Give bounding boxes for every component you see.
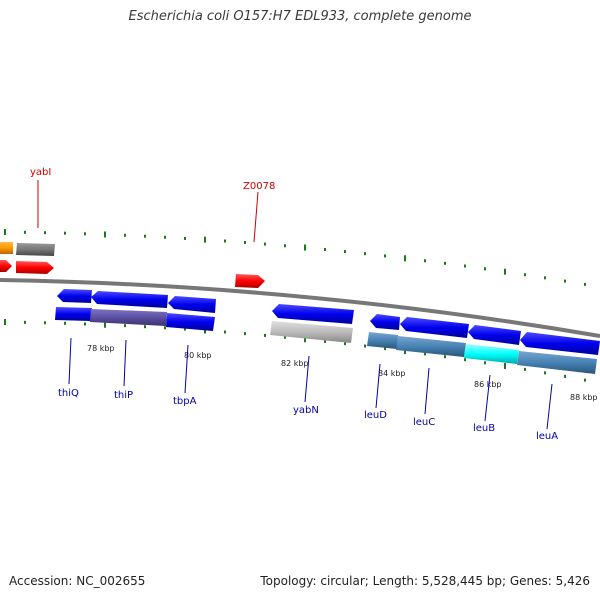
reverse-gene-arrow	[168, 296, 216, 313]
kbp-labels: 78 kbp 80 kbp 82 kbp 84 kbp 86 kbp 88 kb…	[87, 344, 598, 402]
cog-purple-segment	[90, 309, 167, 326]
reverse-gene-arrow	[520, 332, 600, 355]
gene-label-leuB: leuB	[473, 423, 495, 434]
gene-labels: yabI Z0078 thiQ thiP tbpA yabN leuD leuC…	[30, 167, 558, 442]
cog-cyan-segment	[464, 344, 519, 364]
genome-summary-text: Topology: circular; Length: 5,528,445 bp…	[260, 574, 590, 588]
kbp-label: 80 kbp	[184, 351, 212, 360]
kbp-label: 82 kbp	[281, 359, 309, 368]
cog-track-upper	[0, 242, 55, 256]
forward-genes	[0, 260, 265, 288]
forward-gene-arrow	[0, 260, 12, 272]
gene-label-yabN: yabN	[293, 405, 319, 416]
forward-gene-arrow	[235, 274, 265, 288]
label-leaders	[37, 180, 553, 430]
reverse-gene-arrow	[370, 314, 400, 330]
cog-steel-segment	[517, 351, 597, 374]
gene-label-leuA: leuA	[536, 431, 558, 442]
reverse-gene-arrow	[468, 325, 521, 345]
map-title: Escherichia coli O157:H7 EDL933, complet…	[128, 9, 472, 24]
genome-backbone	[0, 278, 600, 338]
cog-orange-segment	[0, 242, 13, 254]
cog-steel-segment	[396, 336, 466, 357]
gene-label-yabI: yabI	[30, 167, 51, 178]
reverse-gene-arrow	[272, 304, 354, 324]
kbp-label: 86 kbp	[474, 380, 502, 389]
reverse-gene-arrow	[400, 317, 469, 338]
forward-gene-arrow	[16, 261, 54, 274]
accession-text: Accession: NC_002655	[9, 574, 146, 588]
gene-label-Z0078: Z0078	[243, 181, 275, 192]
cog-blue-segment	[55, 307, 92, 321]
gene-label-leuC: leuC	[413, 417, 435, 428]
gene-label-thiP: thiP	[114, 390, 133, 401]
gene-label-tbpA: tbpA	[173, 396, 197, 407]
gene-label-thiQ: thiQ	[58, 388, 79, 399]
cog-steel-segment	[367, 332, 398, 349]
outer-ticks	[4, 229, 586, 286]
gene-label-leuD: leuD	[364, 410, 387, 421]
kbp-label: 78 kbp	[87, 344, 115, 353]
cog-silver-segment	[270, 321, 353, 343]
kbp-label: 88 kbp	[570, 393, 598, 402]
reverse-genes	[57, 289, 600, 355]
cog-track-lower	[55, 307, 597, 374]
reverse-gene-arrow	[57, 289, 92, 303]
kbp-label: 84 kbp	[378, 369, 406, 378]
cog-gray-segment	[16, 243, 55, 256]
cog-blue-segment	[166, 313, 215, 331]
reverse-gene-arrow	[91, 291, 168, 308]
